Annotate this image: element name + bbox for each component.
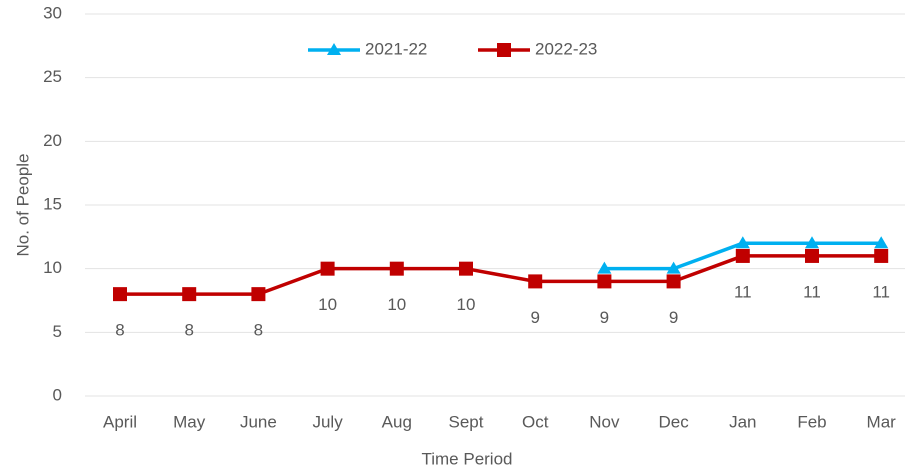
y-tick-label: 0 [53,385,62,404]
marker-square [182,287,197,302]
x-tick-label: June [240,412,277,431]
marker-square [113,287,127,302]
data-label: 8 [115,321,124,340]
data-label: 9 [669,308,678,327]
y-tick-label: 5 [53,322,62,341]
marker-triangle [597,261,612,274]
legend-label: 2022-23 [535,39,597,58]
data-label: 11 [872,282,890,301]
legend-marker [327,43,341,55]
data-label: 9 [530,308,539,327]
data-label: 8 [184,321,193,340]
marker-square [805,248,819,263]
x-tick-label: May [173,412,206,431]
marker-triangle [735,236,750,249]
marker-square [528,274,543,289]
data-label: 11 [803,282,821,301]
legend-label: 2021-22 [365,39,427,58]
x-axis-title: Time Period [421,449,512,468]
data-label: 10 [318,295,337,314]
x-tick-label: Dec [658,412,689,431]
marker-triangle [874,236,889,249]
y-tick-label: 25 [43,67,62,86]
marker-triangle [666,261,681,274]
data-label: 10 [387,295,406,314]
x-tick-label: Sept [449,412,484,431]
x-tick-label: Mar [867,412,897,431]
y-tick-label: 10 [43,258,62,277]
y-tick-label: 20 [43,131,62,150]
x-tick-label: Oct [522,412,549,431]
data-label: 10 [457,295,476,314]
y-axis-title: No. of People [13,153,32,256]
marker-square [320,261,335,276]
x-tick-label: Feb [797,412,826,431]
x-tick-label: Jan [729,412,756,431]
data-label: 9 [600,308,609,327]
x-tick-label: July [312,412,343,431]
marker-square [597,274,612,289]
marker-square [459,261,473,276]
y-tick-label: 15 [43,194,62,213]
x-tick-label: Aug [382,412,412,431]
marker-square [666,274,681,289]
marker-triangle [805,236,819,249]
marker-square [251,287,266,302]
marker-square [874,248,889,263]
marker-square [735,248,750,263]
data-label: 11 [734,282,752,301]
legend-marker [497,43,511,57]
marker-square [389,261,404,276]
y-tick-label: 30 [43,3,62,22]
x-tick-label: April [103,412,137,431]
series-line [120,254,882,296]
data-label: 8 [254,321,263,340]
x-tick-label: Nov [589,412,620,431]
